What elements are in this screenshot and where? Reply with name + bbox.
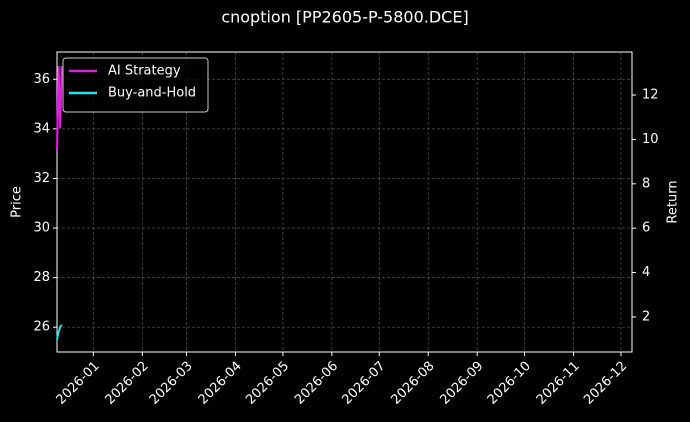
plot-frame — [56, 51, 633, 353]
y2-axis-label: Return — [666, 180, 681, 223]
y2-tick-label: 6 — [642, 221, 650, 236]
y-tick-label: 32 — [33, 171, 50, 186]
x-tick-label: 2026-07 — [340, 359, 389, 408]
x-tick-label: 2026-05 — [243, 359, 292, 408]
x-tick-label: 2026-02 — [103, 359, 152, 408]
x-tick-label: 2026-06 — [292, 359, 341, 408]
y-tick-label: 34 — [33, 121, 50, 136]
y2-tick-label: 2 — [642, 309, 650, 324]
x-tick-label: 2026-08 — [389, 359, 438, 408]
y2-tick-label: 8 — [642, 176, 650, 191]
x-tick-label: 2026-01 — [54, 359, 103, 408]
line — [56, 324, 63, 340]
legend-label: Buy-and-Hold — [108, 86, 196, 101]
x-tick-label: 2026-12 — [581, 359, 630, 408]
chart-title: cnoption [PP2605-P-5800.DCE] — [221, 8, 468, 27]
y-tick-label: 30 — [33, 221, 50, 236]
x-tick-label: 2026-11 — [534, 359, 583, 408]
legend-box — [62, 57, 209, 113]
y-tick-label: 28 — [33, 270, 50, 285]
y-axis-label: Price — [10, 186, 25, 218]
y2-tick-label: 12 — [642, 88, 659, 103]
line — [56, 66, 63, 151]
legend-label: AI Strategy — [108, 64, 181, 79]
x-tick-label: 2026-03 — [147, 359, 196, 408]
x-tick-label: 2026-04 — [196, 359, 245, 408]
y-tick-label: 36 — [33, 72, 50, 87]
y2-tick-label: 4 — [642, 265, 650, 280]
x-tick-label: 2026-09 — [437, 359, 486, 408]
x-tick-label: 2026-10 — [485, 359, 534, 408]
y2-tick-label: 10 — [642, 132, 659, 147]
y-tick-label: 26 — [33, 320, 50, 335]
